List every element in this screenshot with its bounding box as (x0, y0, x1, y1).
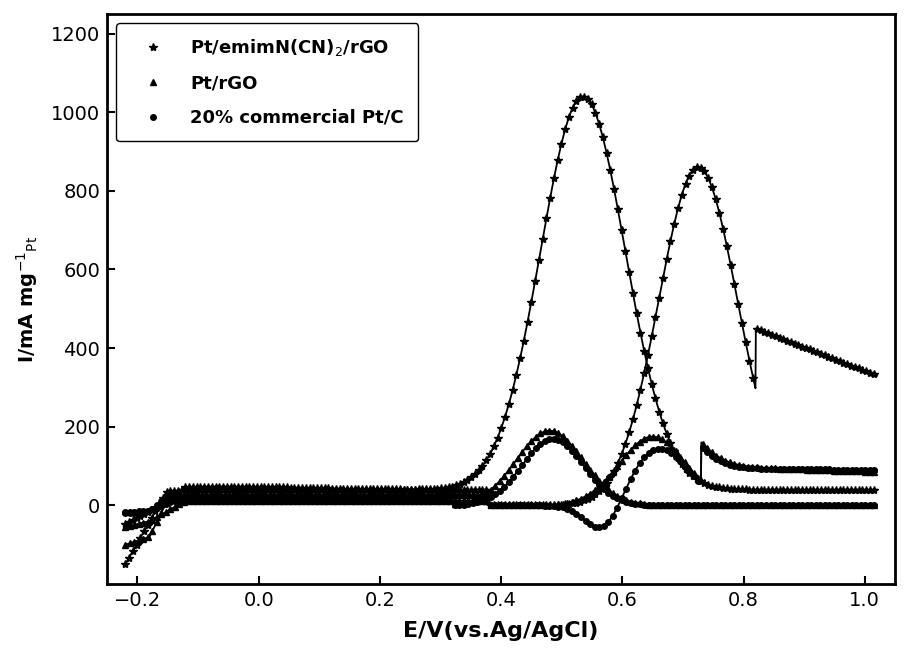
Pt/rGO (544, 427, 554, 435)
Pt/emimN(CN)$_2$/rGO (259, 486, 270, 494)
20% commercial Pt/C (219, 492, 230, 500)
Pt/emimN(CN)$_2$/rGO (120, 561, 131, 569)
Line: Pt/rGO: Pt/rGO (122, 427, 878, 548)
Pt/rGO (869, 502, 880, 510)
Pt/rGO (219, 496, 230, 504)
Pt/emimN(CN)$_2$/rGO (319, 486, 330, 494)
Line: Pt/emimN(CN)$_2$/rGO: Pt/emimN(CN)$_2$/rGO (121, 92, 878, 569)
Pt/rGO (616, 495, 627, 502)
20% commercial Pt/C (869, 502, 880, 510)
Pt/emimN(CN)$_2$/rGO (150, 508, 161, 515)
20% commercial Pt/C (386, 492, 397, 500)
Pt/emimN(CN)$_2$/rGO (868, 486, 879, 494)
Pt/emimN(CN)$_2$/rGO (834, 486, 845, 494)
Pt/emimN(CN)$_2$/rGO (578, 92, 589, 100)
Line: 20% commercial Pt/C: 20% commercial Pt/C (123, 436, 877, 516)
Pt/rGO (494, 477, 505, 485)
20% commercial Pt/C (494, 487, 505, 495)
Pt/rGO (120, 541, 131, 549)
Pt/rGO (224, 496, 235, 504)
20% commercial Pt/C (120, 510, 131, 517)
20% commercial Pt/C (616, 496, 627, 504)
Pt/emimN(CN)$_2$/rGO (808, 486, 819, 494)
Pt/rGO (504, 466, 514, 474)
Y-axis label: I/mA mg$^{-1}$$_{\mathrm{Pt}}$: I/mA mg$^{-1}$$_{\mathrm{Pt}}$ (14, 235, 40, 363)
20% commercial Pt/C (224, 492, 235, 500)
Pt/rGO (386, 496, 397, 504)
Legend: Pt/emimN(CN)$_2$/rGO, Pt/rGO, 20% commercial Pt/C: Pt/emimN(CN)$_2$/rGO, Pt/rGO, 20% commer… (116, 23, 418, 141)
20% commercial Pt/C (548, 435, 559, 443)
Pt/emimN(CN)$_2$/rGO (165, 487, 175, 495)
X-axis label: E/V(vs.Ag/AgCl): E/V(vs.Ag/AgCl) (404, 621, 599, 641)
20% commercial Pt/C (504, 478, 514, 486)
